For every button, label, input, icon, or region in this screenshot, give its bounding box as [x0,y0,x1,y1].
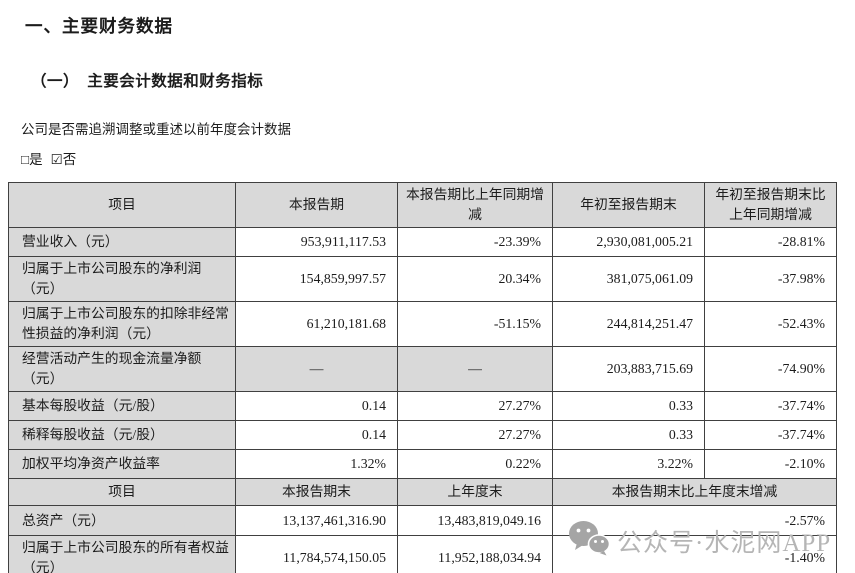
row-ytd-value: 0.33 [552,420,705,450]
row-ytd-yoy-value: -52.43% [704,301,837,347]
header-item: 项目 [8,182,236,228]
row-ytd-yoy-value: -2.10% [704,449,837,479]
row-ytd-value: 203,883,715.69 [552,346,705,392]
table-row-operating-cash-flow: 经营活动产生的现金流量净额（元） — — 203,883,715.69 -74.… [8,346,837,392]
financial-data-table: 项目 本报告期 本报告期比上年同期增减 年初至报告期末 年初至报告期末比上年同期… [8,182,837,573]
header-current-period: 本报告期 [235,182,398,228]
row-item-label: 营业收入（元） [8,227,236,257]
row-yoy-value: 20.34% [397,256,553,302]
row-item-label: 加权平均净资产收益率 [8,449,236,479]
row-item-label: 归属于上市公司股东的扣除非经常性损益的净利润（元） [8,301,236,347]
page-title: 一、主要财务数据 [25,16,173,36]
restatement-checkboxes: □是 ☑否 [21,148,855,168]
row-item-label: 基本每股收益（元/股） [8,391,236,421]
row-item-label: 经营活动产生的现金流量净额（元） [8,346,236,392]
section-subtitle: （一） 主要会计数据和财务指标 [31,73,264,90]
row-period-end-value: 11,784,574,150.05 [235,535,398,573]
table-row-weighted-avg-roe: 加权平均净资产收益率 1.32% 0.22% 3.22% -2.10% [8,449,837,479]
table-row-net-profit-excl-nonrecurring: 归属于上市公司股东的扣除非经常性损益的净利润（元） 61,210,181.68 … [8,301,837,347]
table-row-revenue: 营业收入（元） 953,911,117.53 -23.39% 2,930,081… [8,227,837,257]
header-ytd: 年初至报告期末 [552,182,705,228]
row-yoy-value: 27.27% [397,391,553,421]
watermark-text: 公众号·水泥网APP [617,529,832,557]
row-item-label: 稀释每股收益（元/股） [8,420,236,450]
row-yoy-value: — [397,346,553,392]
header-prev-year-end: 上年度末 [397,478,553,506]
table-row-equity: 归属于上市公司股东的所有者权益（元） 11,784,574,150.05 11,… [8,535,837,573]
row-prev-year-end-value: 11,952,188,034.94 [397,535,553,573]
row-ytd-value: 2,930,081,005.21 [552,227,705,257]
table-row-net-profit: 归属于上市公司股东的净利润（元） 154,859,997.57 20.34% 3… [8,256,837,302]
row-ytd-yoy-value: -37.74% [704,391,837,421]
table-header-row-period: 项目 本报告期 本报告期比上年同期增减 年初至报告期末 年初至报告期末比上年同期… [8,182,837,228]
table-row-total-assets: 总资产（元） 13,137,461,316.90 13,483,819,049.… [8,505,837,536]
restatement-question: 公司是否需追溯调整或重述以前年度会计数据 [21,122,291,137]
watermark: 公众号·水泥网APP [568,520,831,561]
row-prev-year-end-value: 13,483,819,049.16 [397,505,553,536]
row-period-end-value: 13,137,461,316.90 [235,505,398,536]
row-yoy-value: -23.39% [397,227,553,257]
row-ytd-yoy-value: -74.90% [704,346,837,392]
row-ytd-value: 381,075,061.09 [552,256,705,302]
row-current-value: 953,911,117.53 [235,227,398,257]
row-ytd-value: 3.22% [552,449,705,479]
row-yoy-value: -51.15% [397,301,553,347]
wechat-icon [568,520,611,561]
row-ytd-value: 0.33 [552,391,705,421]
row-change-value: -2.57% [552,505,837,536]
table-header-row-period-end: 项目 本报告期末 上年度末 本报告期末比上年度末增减 [8,478,837,506]
header-period-end: 本报告期末 [235,478,398,506]
checkbox-no: ☑否 [50,152,77,167]
row-current-value: 61,210,181.68 [235,301,398,347]
checkbox-yes: □是 [21,152,43,167]
header-change-vs-prev-year-end: 本报告期末比上年度末增减 [552,478,837,506]
row-ytd-value: 244,814,251.47 [552,301,705,347]
row-ytd-yoy-value: -37.74% [704,420,837,450]
header-ytd-yoy-change: 年初至报告期末比上年同期增减 [704,182,837,228]
table-row-basic-eps: 基本每股收益（元/股） 0.14 27.27% 0.33 -37.74% [8,391,837,421]
row-current-value: — [235,346,398,392]
header-yoy-change: 本报告期比上年同期增减 [397,182,553,228]
row-yoy-value: 0.22% [397,449,553,479]
row-current-value: 0.14 [235,420,398,450]
row-item-label: 归属于上市公司股东的所有者权益（元） [8,535,236,573]
row-ytd-yoy-value: -28.81% [704,227,837,257]
row-current-value: 0.14 [235,391,398,421]
row-current-value: 1.32% [235,449,398,479]
header-item: 项目 [8,478,236,506]
row-current-value: 154,859,997.57 [235,256,398,302]
row-yoy-value: 27.27% [397,420,553,450]
row-ytd-yoy-value: -37.98% [704,256,837,302]
row-item-label: 归属于上市公司股东的净利润（元） [8,256,236,302]
table-row-diluted-eps: 稀释每股收益（元/股） 0.14 27.27% 0.33 -37.74% [8,420,837,450]
row-item-label: 总资产（元） [8,505,236,536]
